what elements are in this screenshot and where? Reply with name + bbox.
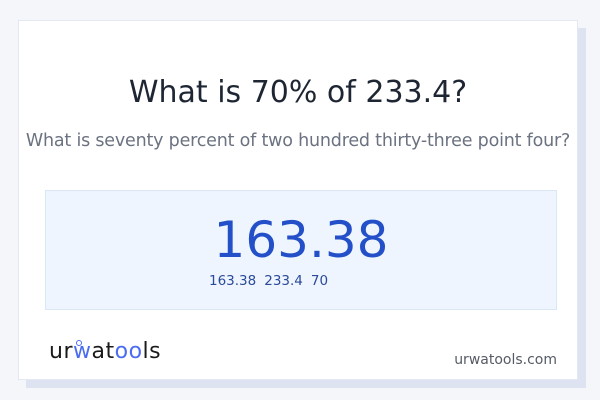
result-box: 163.38 163.38 233.4 70 [45, 190, 557, 310]
result-value: 163.38 [209, 273, 257, 289]
site-url: urwatools.com [454, 352, 557, 368]
answer-value: 163.38 [213, 211, 389, 269]
page-title: What is 70% of 233.4? [128, 75, 468, 110]
result-card: What is 70% of 233.4? What is seventy pe… [18, 20, 578, 380]
page-subtitle: What is seventy percent of two hundred t… [25, 131, 571, 151]
percent-value: 70 [310, 273, 329, 289]
base-value: 233.4 [264, 273, 303, 289]
result-values: 163.38 233.4 70 [209, 273, 336, 289]
urwatools-logo: urwatools [49, 339, 162, 364]
